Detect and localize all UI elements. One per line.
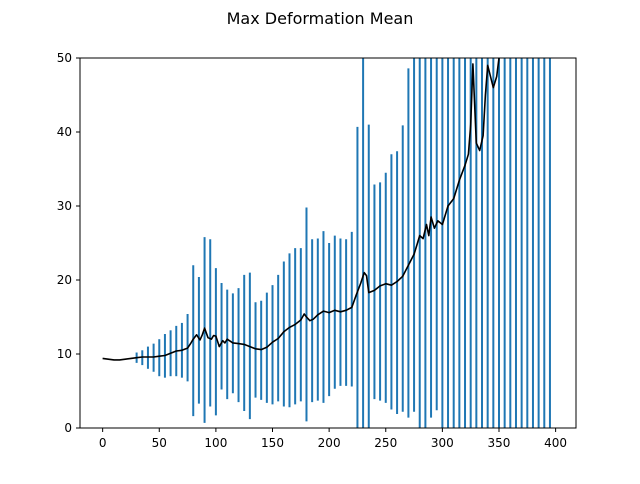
x-tick-label: 200 <box>318 436 341 450</box>
y-tick-label: 10 <box>57 347 72 361</box>
y-tick-label: 40 <box>57 125 72 139</box>
mean-line <box>102 57 500 361</box>
y-axis: 0 10 20 30 40 50 <box>57 51 80 435</box>
x-tick-label: 400 <box>544 436 567 450</box>
plot-area <box>102 57 551 428</box>
x-tick-label: 150 <box>261 436 284 450</box>
error-bar-series <box>135 58 551 428</box>
x-tick-label: 0 <box>99 436 107 450</box>
y-tick-label: 30 <box>57 199 72 213</box>
x-axis: 0 50 100 150 200 250 300 350 400 <box>99 428 567 450</box>
x-tick-label: 350 <box>488 436 511 450</box>
x-tick-label: 100 <box>204 436 227 450</box>
chart-title: Max Deformation Mean <box>227 9 414 28</box>
mean-line-series <box>102 57 500 361</box>
x-tick-label: 50 <box>152 436 167 450</box>
y-tick-label: 20 <box>57 273 72 287</box>
y-tick-label: 50 <box>57 51 72 65</box>
x-tick-label: 300 <box>431 436 454 450</box>
x-tick-label: 250 <box>374 436 397 450</box>
plot-frame <box>79 57 577 429</box>
y-tick-label: 0 <box>64 421 72 435</box>
